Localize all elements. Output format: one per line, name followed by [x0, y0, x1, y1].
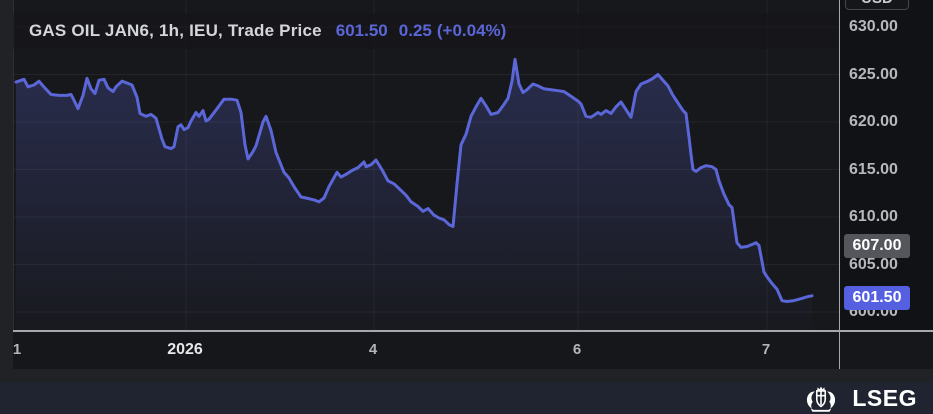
time-tick-label: 4 [368, 341, 378, 358]
time-tick-label: 2026 [167, 341, 203, 358]
lseg-crest-icon [807, 386, 836, 412]
price-tick-label: 605.00 [849, 255, 898, 273]
currency-label: USD [846, 0, 908, 7]
instrument-label: GAS OIL JAN6, 1h, IEU, Trade Price [29, 21, 322, 40]
lseg-wordmark: LSEG [852, 385, 917, 411]
time-axis[interactable]: 1 2026 4 6 7 [13, 330, 933, 369]
price-area-fill [16, 59, 812, 330]
price-line-series [14, 57, 814, 303]
price-axis[interactable]: USD 630.00 625.00 620.00 615.00 610.00 605.00… [839, 0, 933, 330]
axis-corner-divider [839, 332, 840, 369]
lseg-logo: LSEG [800, 382, 917, 414]
price-tick-label: 610.00 [849, 208, 898, 225]
price-chart-svg [14, 0, 840, 330]
time-tick-label: 1 [12, 341, 22, 358]
last-price-badge: 601.50 [844, 285, 910, 310]
last-price-value: 601.50 [335, 21, 388, 40]
time-tick-label: 7 [761, 341, 771, 358]
time-tick-label: 6 [572, 341, 582, 358]
net-change-value: 0.25 [398, 21, 432, 40]
price-tick-label: 630.00 [849, 18, 898, 35]
footer-bar: LSEG [0, 382, 933, 414]
percent-change-value: (+0.04%) [436, 21, 507, 40]
chart-plot-area[interactable] [13, 0, 840, 330]
price-tick-label: 615.00 [849, 160, 898, 178]
chart-legend[interactable]: GAS OIL JAN6, 1h, IEU, Trade Price 601.5… [13, 13, 839, 49]
price-tick-label: 625.00 [849, 65, 898, 83]
currency-tab[interactable]: USD [845, 0, 909, 10]
reference-price-badge: 607.00 [844, 233, 910, 258]
price-tick-label: 620.00 [849, 113, 898, 130]
